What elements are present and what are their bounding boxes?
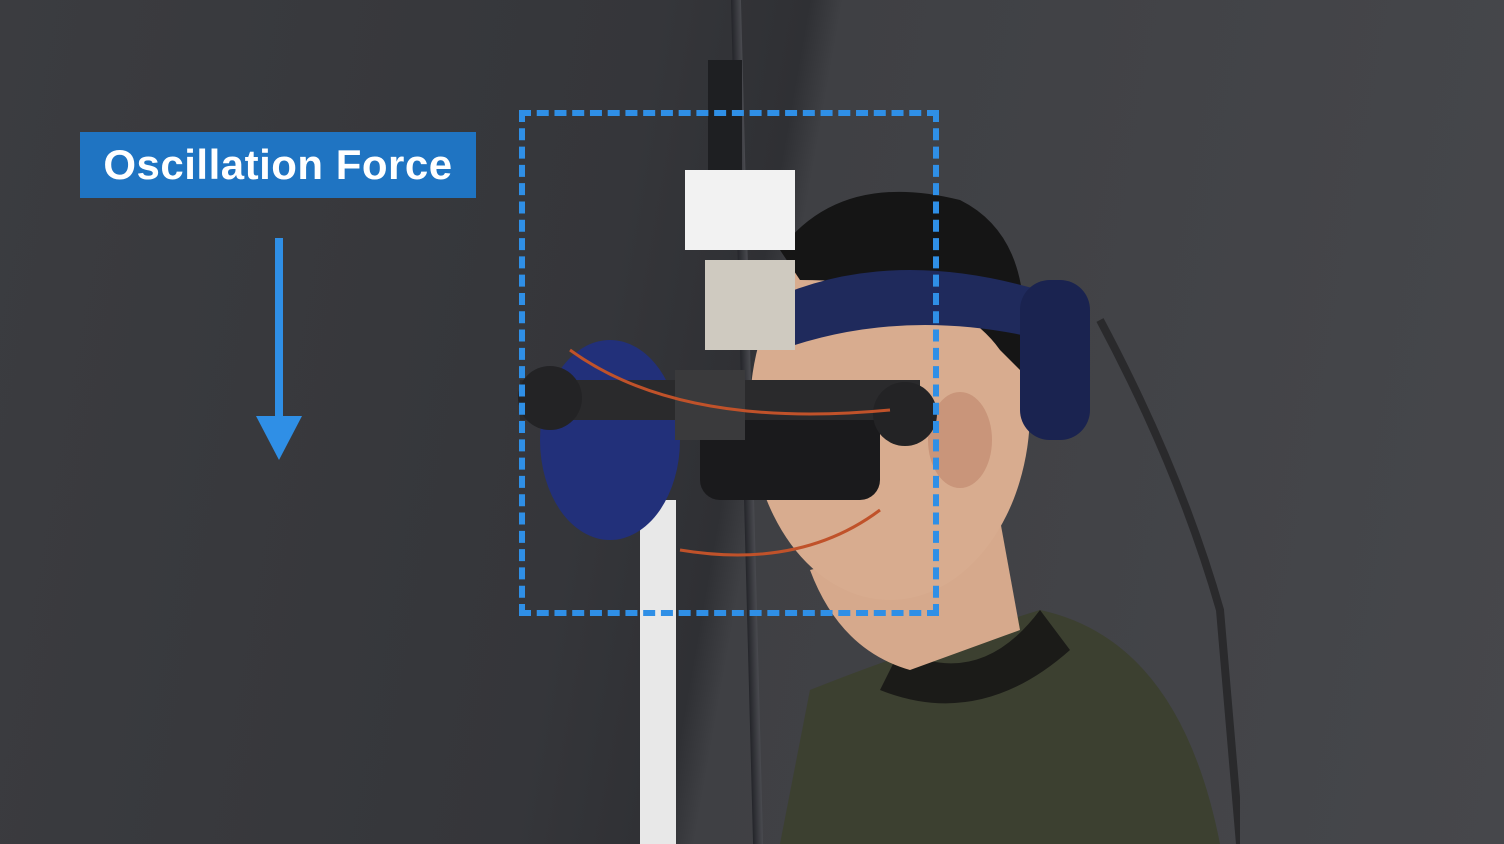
- highlight-dashed-box: [519, 110, 939, 616]
- oscillation-force-label: Oscillation Force: [80, 132, 476, 198]
- actuator-housing: [685, 170, 795, 250]
- rear-pad: [1020, 280, 1090, 440]
- headset-strap: [770, 270, 1080, 350]
- collar: [880, 610, 1070, 704]
- person-with-vr-headset: [518, 60, 1240, 844]
- power-cable: [1096, 318, 1240, 844]
- ear: [928, 392, 992, 488]
- left-wheel: [518, 366, 582, 430]
- actuator-block: [705, 260, 795, 350]
- right-wheel: [873, 382, 937, 446]
- wire-1: [569, 348, 891, 416]
- arrow-down-icon: [256, 238, 302, 460]
- wire-2: [679, 508, 881, 557]
- vertical-rail: [708, 60, 742, 190]
- shirt: [780, 610, 1220, 844]
- cable-sleeve: [640, 500, 676, 844]
